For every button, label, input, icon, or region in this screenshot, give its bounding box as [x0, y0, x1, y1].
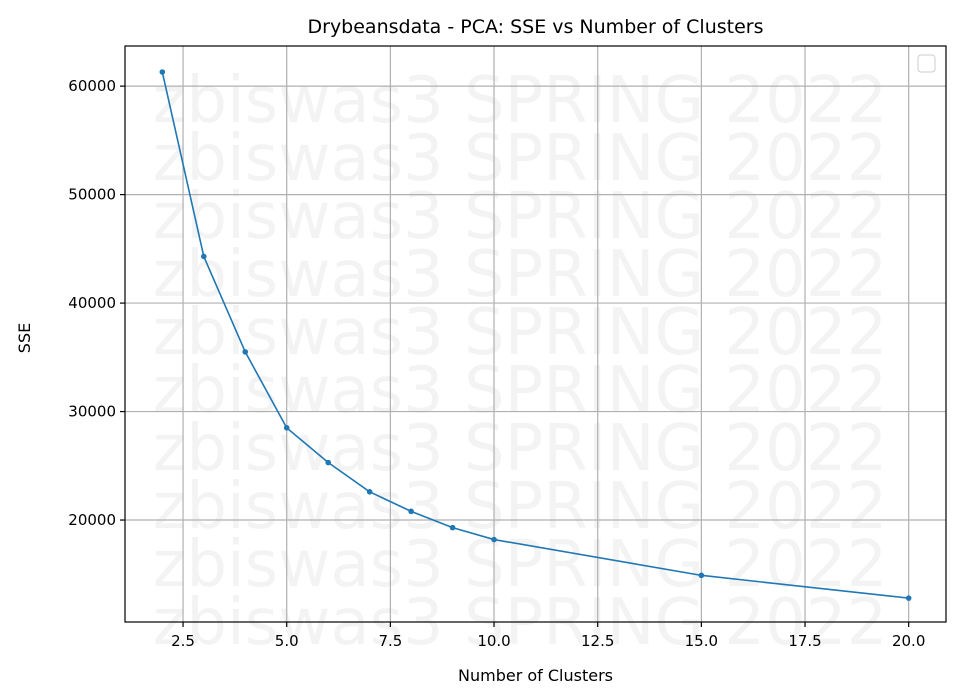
- x-tick-label: 17.5: [788, 632, 821, 650]
- series: [159, 69, 912, 601]
- data-point: [325, 459, 331, 466]
- data-point: [283, 425, 290, 431]
- watermark-text: zbiswas3 SPRING 2022: [153, 586, 888, 660]
- x-tick-label: 7.5: [378, 632, 402, 650]
- watermark-text: zbiswas3 SPRING 2022: [153, 122, 888, 196]
- watermark-text: zbiswas3 SPRING 2022: [153, 528, 888, 602]
- y-tick-label: 20000: [68, 511, 116, 529]
- data-point: [408, 508, 414, 515]
- y-tick-label: 30000: [68, 403, 116, 421]
- y-tick-label: 60000: [68, 77, 116, 95]
- x-tick-label: 5.0: [275, 632, 299, 650]
- x-ticks: 2.5 5.0 7.5 10.0 12.5 15.0 17.5 20.0: [171, 622, 925, 650]
- data-point: [159, 69, 166, 75]
- x-tick-label: 15.0: [685, 632, 718, 650]
- x-tick-label: 12.5: [581, 632, 614, 650]
- y-axis-label: SSE: [15, 323, 34, 353]
- data-point: [449, 524, 456, 531]
- y-tick-label: 50000: [68, 186, 116, 204]
- watermark-text: zbiswas3 SPRING 2022: [153, 412, 888, 486]
- x-axis-label: Number of Clusters: [458, 666, 613, 685]
- x-tick-label: 10.0: [477, 632, 510, 650]
- plot-frame: [124, 45, 947, 623]
- data-point: [366, 489, 373, 495]
- watermark-text: zbiswas3 SPRING 2022: [153, 470, 888, 544]
- watermark-text: zbiswas3 SPRING 2022: [153, 64, 888, 138]
- watermark-text: zbiswas3 SPRING 2022: [153, 354, 888, 428]
- data-point: [242, 349, 249, 355]
- watermark-text: zbiswas3 SPRING 2022: [153, 296, 888, 370]
- data-point: [905, 595, 912, 601]
- watermark-text: zbiswas3 SPRING 2022: [153, 238, 888, 312]
- grid: [125, 46, 946, 622]
- watermark: zbiswas3 SPRING 2022zbiswas3 SPRING 2022…: [153, 64, 888, 660]
- y-tick-label: 40000: [68, 294, 116, 312]
- x-tick-label: 20.0: [892, 632, 925, 650]
- data-point: [698, 572, 705, 579]
- data-point: [491, 536, 497, 543]
- y-ticks: 20000 30000 40000 50000 60000: [68, 77, 125, 529]
- watermark-text: zbiswas3 SPRING 2022: [153, 180, 888, 254]
- legend-box: [917, 54, 936, 73]
- data-point: [200, 253, 207, 260]
- x-tick-label: 2.5: [171, 632, 195, 650]
- chart-title: Drybeansdata - PCA: SSE vs Number of Clu…: [308, 16, 764, 38]
